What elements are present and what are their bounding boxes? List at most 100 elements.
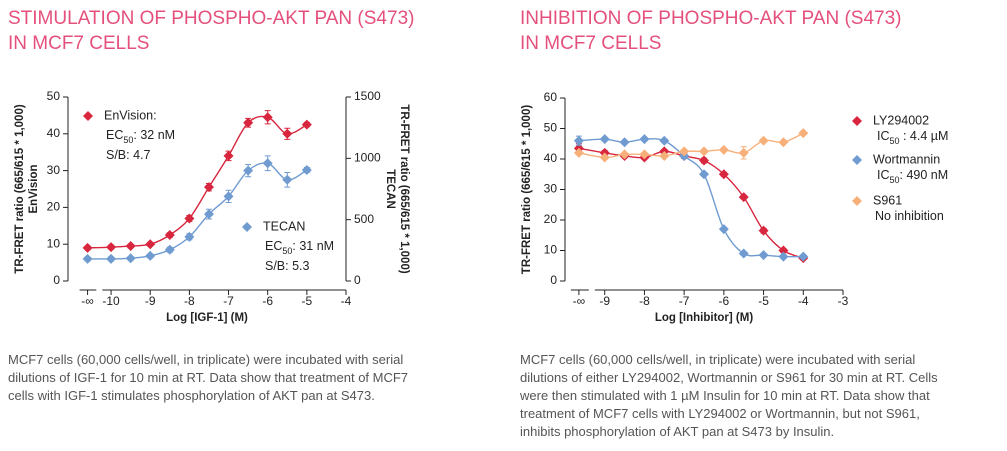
caption-line: inhibits phosphorylation of AKT pan at S… <box>520 424 834 439</box>
y-axis-label: TR-FRET ratio (665/615 * 1,000) <box>14 104 26 274</box>
caption-line: MCF7 cells (60,000 cells/well, in tripli… <box>8 352 403 367</box>
marker <box>599 152 610 163</box>
marker <box>718 169 729 180</box>
legend-note: IC50: 490 nM <box>877 168 948 185</box>
x-axis-label: Log [IGF-1] (M) <box>166 312 248 324</box>
chart-title: INHIBITION OF PHOSPHO-AKT PAN (S473) <box>520 8 901 29</box>
y-tick-label: 10 <box>544 243 558 257</box>
note-text: EC <box>106 128 123 142</box>
caption-line: treatment of MCF7 cells with LY294002 or… <box>520 406 920 421</box>
marker <box>659 135 670 146</box>
marker <box>718 144 729 155</box>
chart-title: IN MCF7 CELLS <box>8 33 149 54</box>
y-tick-label: 60 <box>544 90 558 104</box>
x-tick-label: -5 <box>302 294 313 308</box>
x-tick-label: -7 <box>223 294 234 308</box>
marker <box>223 150 234 161</box>
y-tick-label: 50 <box>47 89 61 103</box>
marker <box>125 253 136 264</box>
legend-note: S/B: 5.3 <box>265 259 310 273</box>
marker <box>738 192 749 203</box>
caption-line: cells with IGF-1 stimulates phosphorylat… <box>8 388 375 403</box>
y-tick-label: 30 <box>47 163 61 177</box>
note-after: : 4.4 µM <box>900 129 949 143</box>
y-tick-label: 20 <box>47 200 61 214</box>
marker <box>184 231 195 242</box>
marker <box>758 250 769 261</box>
note-sub: 50 <box>890 175 900 185</box>
x-tick-label: -9 <box>599 294 610 308</box>
marker <box>164 244 175 255</box>
marker <box>639 149 650 160</box>
marker <box>573 147 584 158</box>
marker <box>106 253 117 264</box>
note-sub: 50 <box>890 136 900 146</box>
marker <box>82 242 93 253</box>
y2-axis-label: TR-FRET ratio (665/615 * 1,000) <box>398 104 410 274</box>
note-after: : 32 nM <box>133 128 175 142</box>
marker <box>798 128 809 139</box>
marker <box>203 182 214 193</box>
chart-title: IN MCF7 CELLS <box>520 33 661 54</box>
note-text: S/B: 5.3 <box>265 259 310 273</box>
y2-axis-label: TECAN <box>384 169 396 209</box>
marker <box>573 135 584 146</box>
marker <box>145 250 156 261</box>
marker <box>738 147 749 158</box>
legend-marker <box>242 222 252 232</box>
x-tick-label: -10 <box>102 294 120 308</box>
marker <box>679 146 690 157</box>
note-after: : 490 nM <box>900 168 949 182</box>
caption-line: dilutions of IGF-1 for 10 min at RT. Dat… <box>8 370 408 385</box>
y-tick-label: 10 <box>47 236 61 250</box>
note-text: IC <box>877 168 890 182</box>
legend-marker <box>852 196 862 206</box>
note-sub: 50 <box>282 246 292 256</box>
marker <box>282 174 293 185</box>
x-tick-label: -∞ <box>573 294 586 308</box>
marker <box>164 230 175 240</box>
x-tick-label: -5 <box>758 294 769 308</box>
y-tick-label: 30 <box>544 182 558 196</box>
y2-tick-label: 500 <box>354 212 374 226</box>
marker <box>301 164 312 175</box>
legend-label: TECAN <box>263 219 305 233</box>
note-after: : 31 nM <box>292 239 334 253</box>
x-tick-label: -6 <box>719 294 730 308</box>
x-axis-label: Log [Inhibitor] (M) <box>655 312 754 324</box>
note-text: S/B: 4.7 <box>106 148 151 162</box>
y-tick-label: 50 <box>544 121 558 135</box>
x-tick-label: -8 <box>184 294 195 308</box>
legend-note: No inhibition <box>875 209 944 223</box>
legend-note: IC50 : 4.4 µM <box>877 129 948 146</box>
marker <box>798 251 809 262</box>
y2-tick-label: 1500 <box>354 89 381 103</box>
y-tick-label: 40 <box>544 151 558 165</box>
y-tick-label: 40 <box>47 126 61 140</box>
chart-title: STIMULATION OF PHOSPHO-AKT PAN (S473) <box>8 8 414 29</box>
marker <box>619 149 630 160</box>
y2-tick-label: 1000 <box>354 151 381 165</box>
marker <box>262 158 273 169</box>
x-tick-label: -4 <box>341 294 352 308</box>
marker <box>262 112 273 123</box>
x-tick-label: -∞ <box>81 294 94 308</box>
y-tick-label: 20 <box>544 212 558 226</box>
legend-label: LY294002 <box>873 113 929 127</box>
y-axis-label: EnVision <box>28 165 40 214</box>
marker <box>184 213 195 224</box>
note-text: No inhibition <box>875 209 944 223</box>
marker <box>106 242 117 253</box>
marker <box>738 248 749 259</box>
legend-note: EC50: 31 nM <box>265 239 334 256</box>
note-sub: 50 <box>123 135 133 145</box>
legend-label: S961 <box>873 193 902 207</box>
marker <box>599 134 610 145</box>
marker <box>619 137 630 148</box>
marker <box>282 128 293 139</box>
y-axis-label: TR-FRET ratio (665/615 * 1,000) <box>521 105 533 275</box>
marker <box>758 225 769 236</box>
marker <box>699 146 709 157</box>
y-tick-label: 0 <box>53 273 60 287</box>
